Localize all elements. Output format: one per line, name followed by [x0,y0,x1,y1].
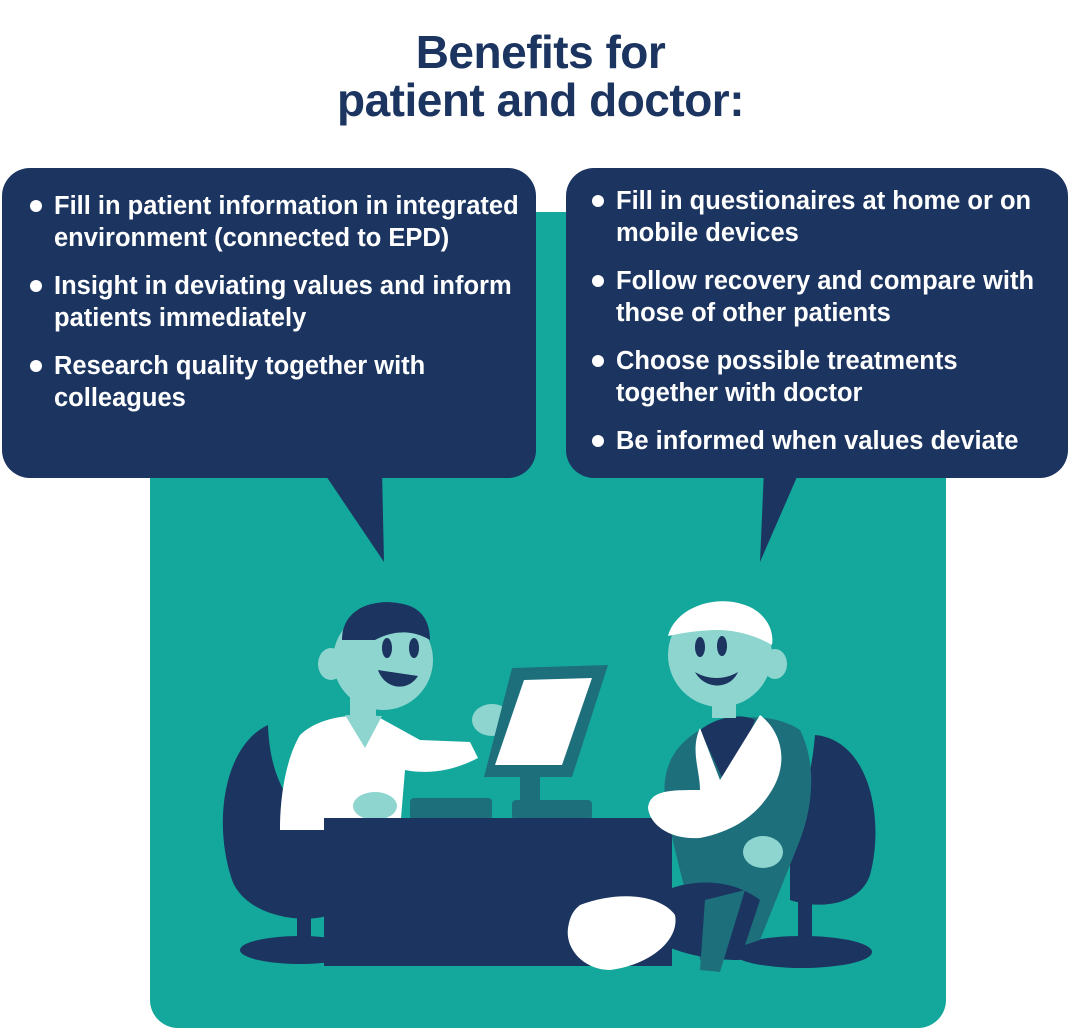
tablet-device [484,665,608,815]
list-item-text: Fill in patient information in integrate… [54,192,519,252]
list-item-text: Research quality together with colleague… [54,352,426,412]
doctor-speech-bubble: Fill in patient information in integrate… [2,168,536,478]
bullet-icon [30,280,42,292]
doctor-figure [280,602,512,830]
list-item-text: Choose possible treatments together with… [616,347,958,407]
bullet-icon [30,360,42,372]
list-item: Insight in deviating values and inform p… [28,270,520,334]
list-item-text: Insight in deviating values and inform p… [54,272,512,332]
title-line-2: patient and doctor: [336,74,745,126]
patient-bubble-tail [760,470,800,562]
list-item: Research quality together with colleague… [28,350,520,414]
patient-chair [732,735,876,968]
bullet-icon [592,195,604,207]
list-item-text: Fill in questionaires at home or on mobi… [616,187,1032,247]
doctor-bubble-tail [322,470,384,562]
list-item: Fill in patient information in integrate… [28,190,520,254]
list-item: Choose possible treatments together with… [590,345,1058,409]
title-line-1: Benefits for [415,26,666,78]
foot-cast [567,896,676,970]
list-item: Be informed when values deviate [590,425,1058,457]
bullet-icon [30,200,42,212]
doctor-benefits-list: Fill in patient information in integrate… [28,190,520,414]
bullet-icon [592,435,604,447]
patient-speech-bubble: Fill in questionaires at home or on mobi… [566,168,1068,478]
list-item-text: Follow recovery and compare with those o… [616,267,1035,327]
list-item-text: Be informed when values deviate [616,427,1019,455]
arm-sling [648,715,782,839]
bullet-icon [592,355,604,367]
patient-benefits-list: Fill in questionaires at home or on mobi… [590,185,1058,457]
list-item: Follow recovery and compare with those o… [590,265,1058,329]
head-bandage [668,601,773,645]
list-item: Fill in questionaires at home or on mobi… [590,185,1058,249]
bullet-icon [592,275,604,287]
page-title: Benefits for patient and doctor: [0,28,1081,124]
patient-figure [567,601,812,972]
